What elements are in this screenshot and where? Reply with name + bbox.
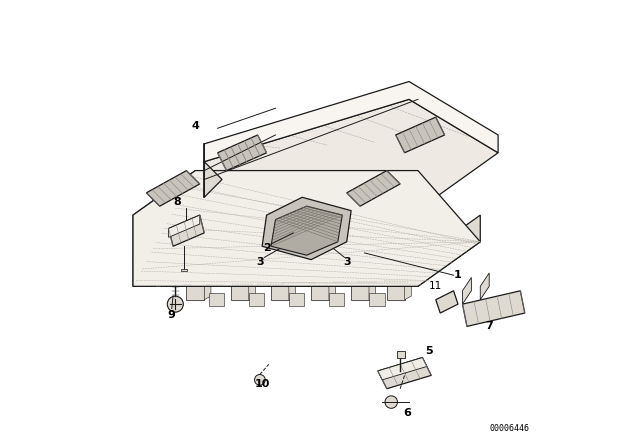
Polygon shape: [204, 99, 498, 197]
Text: 6: 6: [403, 408, 411, 418]
Polygon shape: [249, 283, 255, 300]
Polygon shape: [347, 171, 400, 206]
Polygon shape: [271, 206, 342, 255]
Text: 3: 3: [343, 257, 351, 267]
Polygon shape: [369, 283, 376, 300]
Circle shape: [255, 375, 265, 385]
Text: 7: 7: [485, 321, 493, 332]
Polygon shape: [387, 286, 404, 300]
Polygon shape: [369, 293, 385, 306]
Polygon shape: [133, 171, 480, 286]
Text: 9: 9: [167, 310, 175, 320]
Polygon shape: [396, 117, 445, 153]
Circle shape: [385, 396, 397, 408]
Polygon shape: [329, 283, 335, 300]
Polygon shape: [204, 82, 498, 162]
Polygon shape: [204, 162, 222, 197]
Polygon shape: [147, 171, 200, 206]
Polygon shape: [262, 197, 351, 260]
Polygon shape: [289, 293, 305, 306]
Polygon shape: [204, 283, 211, 300]
Polygon shape: [271, 286, 289, 300]
Text: 4: 4: [191, 121, 199, 131]
Polygon shape: [186, 286, 204, 300]
Polygon shape: [218, 135, 267, 171]
Text: 1: 1: [454, 270, 462, 280]
Polygon shape: [311, 286, 329, 300]
Polygon shape: [436, 291, 458, 313]
Polygon shape: [168, 215, 200, 237]
Polygon shape: [168, 215, 204, 246]
Polygon shape: [133, 215, 480, 286]
Polygon shape: [480, 273, 489, 300]
Polygon shape: [463, 291, 525, 327]
Text: 00006446: 00006446: [489, 424, 529, 433]
Polygon shape: [133, 171, 195, 260]
Polygon shape: [378, 358, 427, 380]
Polygon shape: [351, 286, 369, 300]
Polygon shape: [329, 293, 344, 306]
Polygon shape: [289, 283, 296, 300]
Polygon shape: [397, 351, 406, 358]
Text: 2: 2: [262, 243, 271, 254]
Text: 10: 10: [255, 379, 270, 389]
Text: 3: 3: [256, 257, 264, 267]
Polygon shape: [181, 268, 188, 271]
Polygon shape: [378, 358, 431, 389]
Text: 5: 5: [425, 346, 433, 356]
Text: 8: 8: [173, 197, 181, 207]
Polygon shape: [463, 277, 472, 304]
Polygon shape: [404, 283, 412, 300]
Polygon shape: [209, 293, 224, 306]
Text: 11: 11: [429, 281, 442, 291]
Polygon shape: [249, 293, 264, 306]
Circle shape: [167, 296, 183, 312]
Polygon shape: [231, 286, 249, 300]
